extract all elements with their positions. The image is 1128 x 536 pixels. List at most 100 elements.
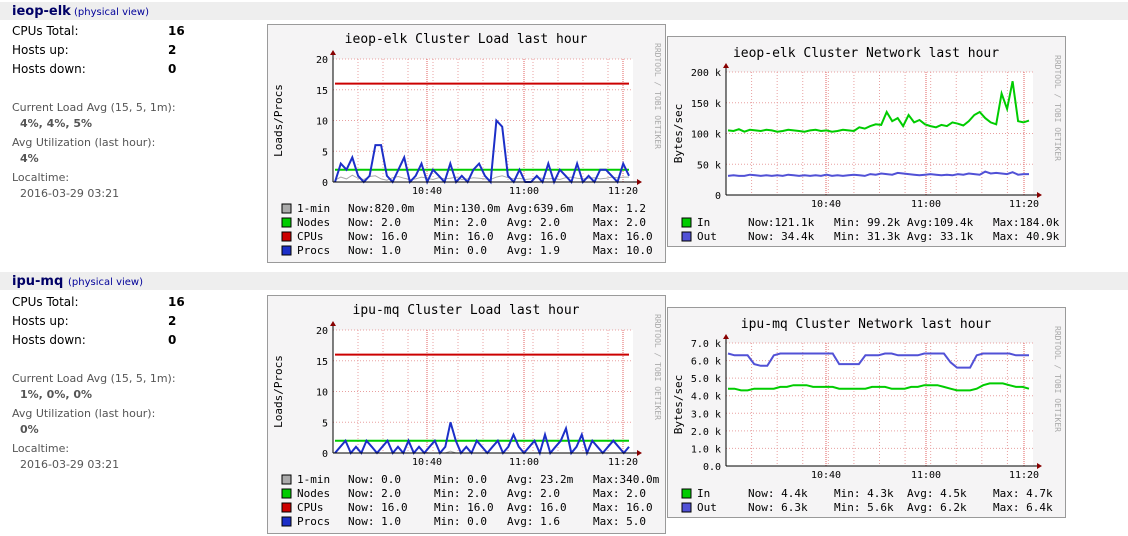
- legend-max: Max: 2.0: [593, 216, 646, 229]
- series-line-1-min: [334, 174, 629, 181]
- cluster-stats: CPUs Total: 16 Hosts up: 2 Hosts down: 0: [12, 24, 262, 81]
- legend-max: Max: 6.4k: [993, 501, 1053, 514]
- legend-min: Min: 5.6k: [834, 501, 894, 514]
- stat-value: 16: [168, 24, 185, 38]
- x-axis-arrow: [1037, 463, 1042, 469]
- physical-view-link[interactable]: (physical view): [68, 277, 144, 288]
- graph-title: ipu-mq Cluster Network last hour: [741, 317, 992, 332]
- load-avg-value: 4%, 4%, 5%: [20, 117, 93, 130]
- cluster-network-graph[interactable]: ieop-elk Cluster Network last hour RRDTOO…: [667, 36, 1066, 247]
- graph-title: ieop-elk Cluster Load last hour: [345, 32, 588, 47]
- y-tick-label: 15: [316, 86, 328, 97]
- cluster-load-graph[interactable]: ipu-mq Cluster Load last hour RRDTOOL / T…: [267, 295, 666, 534]
- localtime-label: Localtime:: [12, 442, 70, 455]
- stat-label: Hosts down:: [12, 333, 86, 347]
- y-tick-label: 150 k: [691, 99, 721, 110]
- stat-value: 0: [168, 62, 177, 76]
- stat-row: Hosts down: 0: [12, 62, 262, 81]
- legend-series-name: Procs: [297, 515, 330, 528]
- legend-series-name: In: [697, 216, 710, 229]
- y-tick-label: 7.0 k: [691, 339, 721, 350]
- stat-value: 16: [168, 295, 185, 309]
- y-axis-arrow: [330, 50, 336, 55]
- legend-swatch: [281, 203, 292, 214]
- load-graph-svg: ipu-mq Cluster Load last hour RRDTOOL / T…: [272, 303, 662, 528]
- cluster-load-graph[interactable]: ieop-elk Cluster Load last hour RRDTOOL /…: [267, 24, 666, 263]
- utilization-label: Avg Utilization (last hour):: [12, 407, 156, 420]
- stat-label: Hosts up:: [12, 43, 69, 57]
- localtime-value: 2016-03-29 03:21: [20, 187, 120, 200]
- legend-max: Max: 5.0: [593, 515, 646, 528]
- cluster-header: ieop-elk (physical view): [0, 2, 1128, 20]
- legend-min: Min: 2.0: [434, 487, 487, 500]
- legend-now: Now:121.1k: [748, 216, 815, 229]
- stat-value: 2: [168, 314, 177, 328]
- cluster-network-graph[interactable]: ipu-mq Cluster Network last hour RRDTOOL …: [667, 307, 1066, 518]
- legend-swatch: [681, 502, 692, 513]
- x-tick-label: 11:00: [911, 199, 941, 210]
- y-axis-label: Loads/Procs: [272, 84, 285, 157]
- x-tick-label: 11:20: [608, 186, 638, 197]
- legend-now: Now: 1.0: [348, 515, 401, 528]
- stat-label: Hosts down:: [12, 62, 86, 76]
- stat-row: Hosts up: 2: [12, 43, 262, 62]
- legend-now: Now: 34.4k: [748, 230, 815, 243]
- y-tick-label: 5.0 k: [691, 374, 721, 385]
- y-tick-label: 0: [322, 178, 328, 189]
- cluster-name-link[interactable]: ieop-elk: [12, 4, 71, 19]
- legend-max: Max: 1.2: [593, 202, 646, 215]
- y-axis-label: Loads/Procs: [272, 355, 285, 428]
- utilization-label: Avg Utilization (last hour):: [12, 136, 156, 149]
- legend-max: Max: 40.9k: [993, 230, 1060, 243]
- legend-min: Min: 99.2k: [834, 216, 901, 229]
- stat-value: 0: [168, 333, 177, 347]
- load-avg-label: Current Load Avg (15, 5, 1m):: [12, 101, 176, 114]
- series-line-out: [727, 352, 1029, 369]
- localtime-label: Localtime:: [12, 171, 70, 184]
- legend-now: Now: 0.0: [348, 473, 401, 486]
- x-axis-arrow: [637, 179, 642, 185]
- y-tick-label: 5: [322, 147, 328, 158]
- y-axis-arrow: [723, 63, 729, 68]
- y-tick-label: 6.0 k: [691, 357, 721, 368]
- y-tick-label: 2.0 k: [691, 427, 721, 438]
- stat-row: Hosts down: 0: [12, 333, 262, 352]
- series-line-in: [728, 382, 1030, 392]
- y-tick-label: 50 k: [697, 160, 721, 171]
- legend-max: Max: 2.0: [593, 487, 646, 500]
- legend-swatch: [681, 488, 692, 499]
- legend-series-name: 1-min: [297, 473, 330, 486]
- x-tick-label: 10:40: [811, 199, 841, 210]
- stat-row: CPUs Total: 16: [12, 24, 262, 43]
- stat-value: 2: [168, 43, 177, 57]
- series-line-procs: [334, 118, 630, 185]
- graph-title: ipu-mq Cluster Load last hour: [353, 303, 580, 318]
- legend-max: Max: 16.0: [593, 230, 653, 243]
- stat-row: CPUs Total: 16: [12, 295, 262, 314]
- localtime-value: 2016-03-29 03:21: [20, 458, 120, 471]
- load-graph-svg: ieop-elk Cluster Load last hour RRDTOOL /…: [272, 32, 662, 257]
- rrdtool-credit: RRDTOOL / TOBI OETIKER: [653, 314, 662, 420]
- legend-swatch: [681, 217, 692, 228]
- legend-min: Min: 31.3k: [834, 230, 901, 243]
- legend-avg: Avg: 2.0: [507, 487, 560, 500]
- legend-now: Now: 16.0: [348, 501, 408, 514]
- y-tick-label: 200 k: [691, 68, 721, 79]
- x-axis-arrow: [637, 450, 642, 456]
- physical-view-link[interactable]: (physical view): [74, 7, 150, 18]
- y-tick-label: 10: [316, 388, 328, 399]
- legend-series-name: Procs: [297, 244, 330, 257]
- cluster-header: ipu-mq (physical view): [0, 272, 1128, 290]
- legend-swatch: [281, 488, 292, 499]
- legend-avg: Avg: 1.9: [507, 244, 560, 257]
- cluster-name-link[interactable]: ipu-mq: [12, 274, 64, 289]
- y-axis-label: Bytes/sec: [672, 375, 685, 435]
- legend-avg: Avg:639.6m: [507, 202, 574, 215]
- y-axis-label: Bytes/sec: [672, 104, 685, 164]
- y-tick-label: 4.0 k: [691, 392, 721, 403]
- legend-max: Max: 10.0: [593, 244, 653, 257]
- series-line-procs: [334, 422, 630, 456]
- series-line-in: [727, 81, 1030, 133]
- legend-now: Now: 1.0: [348, 244, 401, 257]
- y-tick-label: 100 k: [691, 130, 721, 141]
